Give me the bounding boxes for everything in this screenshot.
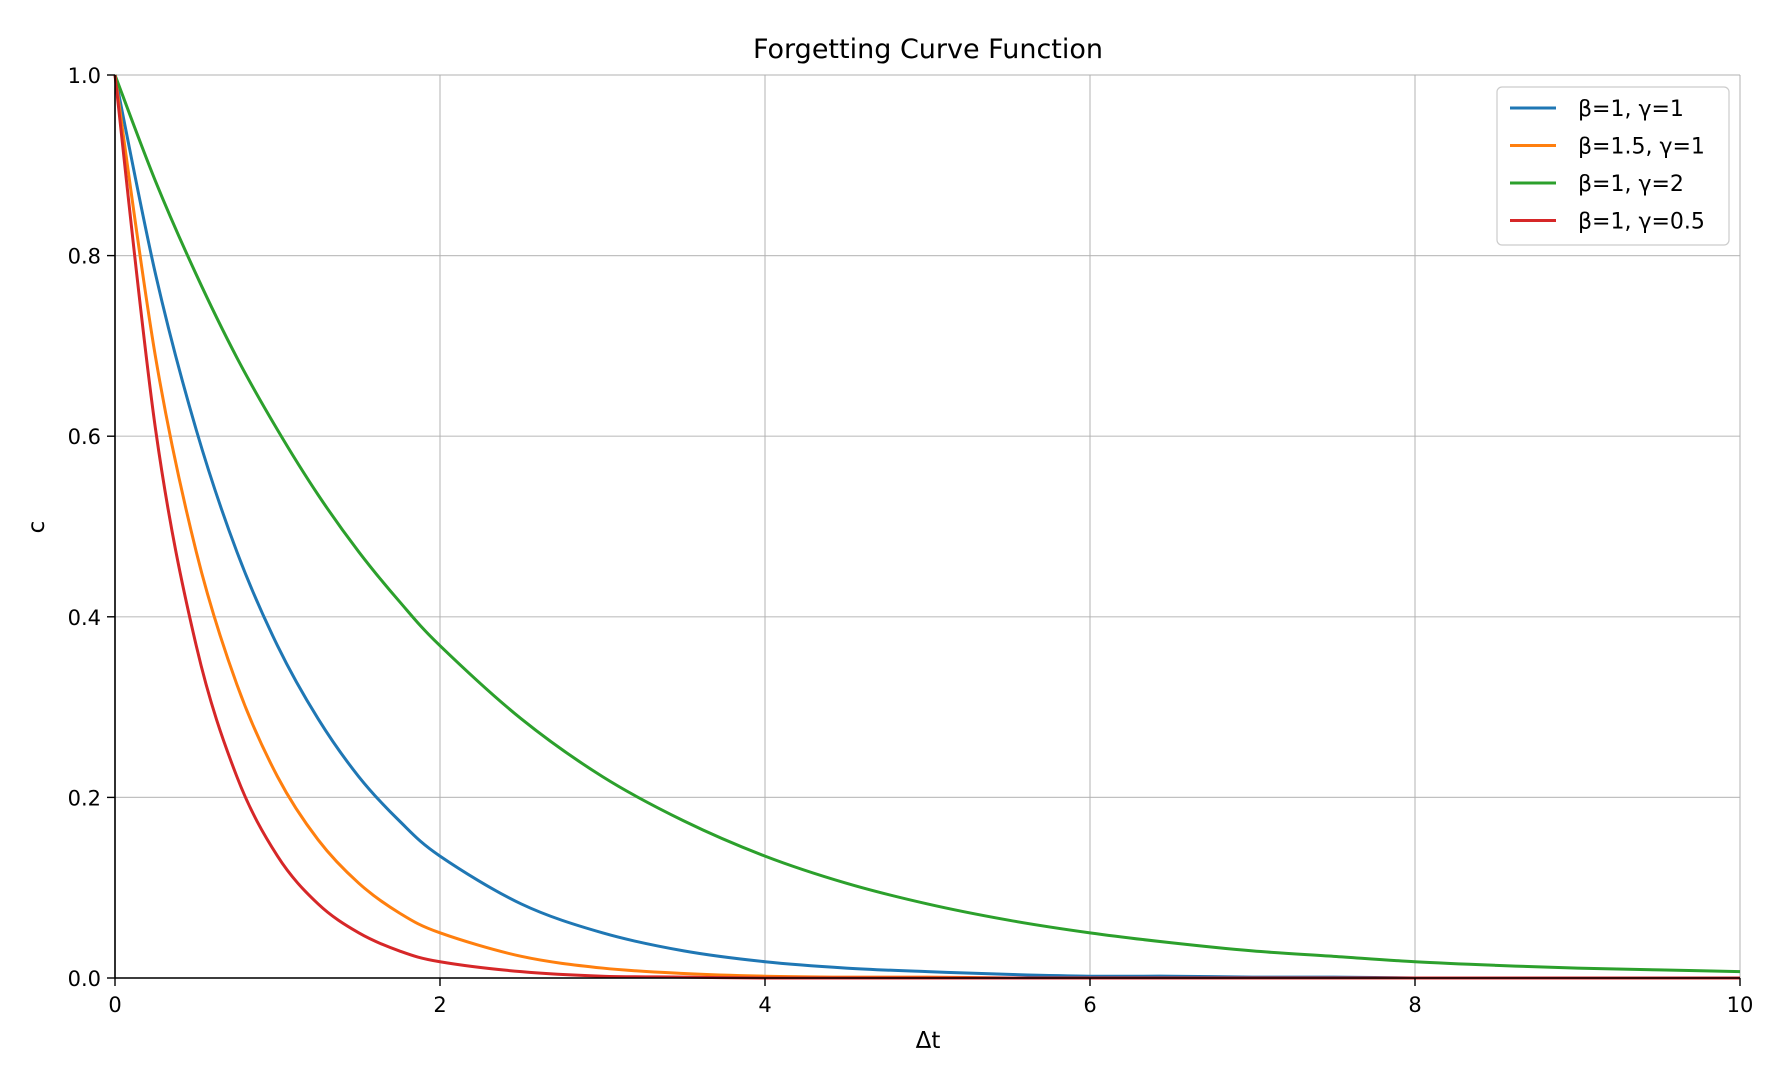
legend-label-2: β=1.5, γ=1 <box>1578 135 1705 160</box>
chart-title: Forgetting Curve Function <box>753 34 1103 65</box>
x-tick-label: 10 <box>1727 993 1754 1017</box>
y-tick-label: 0.0 <box>68 967 101 991</box>
legend-label-3: β=1, γ=2 <box>1578 172 1684 197</box>
legend-box <box>1496 86 1730 246</box>
x-axis-label: Δt <box>916 1028 941 1054</box>
y-axis-label: c <box>24 521 50 534</box>
y-tick-label: 0.8 <box>68 245 101 269</box>
x-tick-label: 0 <box>108 993 121 1017</box>
x-tick-label: 2 <box>433 993 446 1017</box>
y-tick-label: 0.6 <box>68 425 101 449</box>
y-tick-label: 1.0 <box>68 64 101 88</box>
y-tick-label: 0.4 <box>68 606 101 630</box>
legend-label-4: β=1, γ=0.5 <box>1578 210 1705 235</box>
x-tick-label: 4 <box>758 993 771 1017</box>
y-tick-label: 0.2 <box>68 786 101 810</box>
series-line-3 <box>113 74 1741 974</box>
legend-label-1: β=1, γ=1 <box>1578 97 1684 122</box>
axes <box>114 75 1740 979</box>
x-tick-label: 6 <box>1083 993 1096 1017</box>
x-axis-ticks: 0 2 4 6 8 10 <box>108 978 1753 1017</box>
x-tick-label: 8 <box>1408 993 1421 1017</box>
y-axis-ticks: 0.0 0.2 0.4 0.6 0.8 1.0 <box>68 64 115 991</box>
legend: β=1, γ=1 β=1.5, γ=1 β=1, γ=2 β=1, γ=0.5 <box>1496 86 1730 246</box>
